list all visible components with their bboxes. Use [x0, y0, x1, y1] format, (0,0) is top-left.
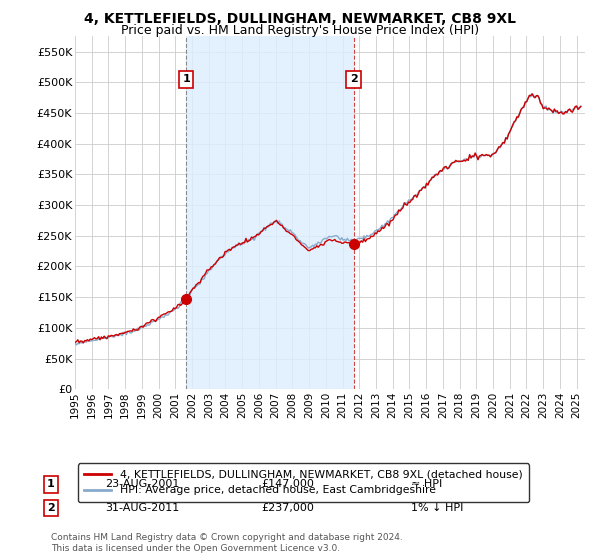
- Text: £147,000: £147,000: [261, 479, 314, 489]
- Text: 31-AUG-2011: 31-AUG-2011: [105, 503, 179, 513]
- Text: 1: 1: [182, 74, 190, 85]
- Text: Contains HM Land Registry data © Crown copyright and database right 2024.
This d: Contains HM Land Registry data © Crown c…: [51, 533, 403, 553]
- Text: 1% ↓ HPI: 1% ↓ HPI: [411, 503, 463, 513]
- Text: Price paid vs. HM Land Registry's House Price Index (HPI): Price paid vs. HM Land Registry's House …: [121, 24, 479, 36]
- Text: 2: 2: [47, 503, 55, 513]
- Text: 4, KETTLEFIELDS, DULLINGHAM, NEWMARKET, CB8 9XL: 4, KETTLEFIELDS, DULLINGHAM, NEWMARKET, …: [84, 12, 516, 26]
- Text: £237,000: £237,000: [261, 503, 314, 513]
- Text: 1: 1: [47, 479, 55, 489]
- Text: ≈ HPI: ≈ HPI: [411, 479, 442, 489]
- Legend: 4, KETTLEFIELDS, DULLINGHAM, NEWMARKET, CB8 9XL (detached house), HPI: Average p: 4, KETTLEFIELDS, DULLINGHAM, NEWMARKET, …: [78, 464, 529, 502]
- Text: 2: 2: [350, 74, 358, 85]
- Text: 23-AUG-2001: 23-AUG-2001: [105, 479, 179, 489]
- Bar: [186, 36, 353, 389]
